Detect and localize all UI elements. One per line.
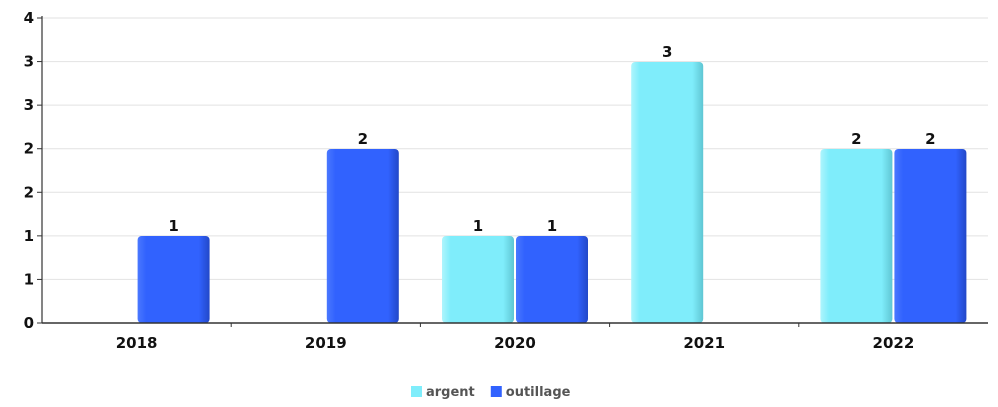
legend-swatch [490,386,502,397]
bar-argent-2020 [442,236,514,323]
x-tick-label: 2020 [494,334,536,352]
data-label: 1 [168,217,178,235]
bar-outillage-2018 [137,236,210,323]
y-tick-label: 3 [24,96,34,114]
data-label: 1 [473,217,483,235]
y-tick-label: 3 [24,53,34,71]
bar-outillage-2019 [326,149,399,323]
bar-outillage-2022 [894,149,967,323]
y-tick-label: 2 [24,183,34,201]
data-label: 1 [547,217,557,235]
x-tick-label: 2018 [116,334,158,352]
gridlines [42,17,988,280]
labels: 0 1 1 2 2 3 3 4 2018 1 2019 2 2020 1 1 2021 3 2022 2 2 [24,9,936,352]
y-tick-label: 1 [24,270,34,288]
bar-argent-2022 [820,149,893,323]
y-tick-label: 4 [24,9,34,27]
legend-swatch [411,386,422,397]
data-label: 3 [662,43,672,61]
legend-label[interactable]: outillage [506,385,571,400]
y-tick-label: 1 [24,227,34,245]
x-tick-label: 2019 [305,334,347,352]
legend: argent outillage [411,385,571,400]
bar-argent-2021 [631,62,704,323]
y-tick-label: 0 [24,314,34,332]
data-label: 2 [925,130,935,148]
x-tick-label: 2022 [873,334,915,352]
y-tick-label: 2 [24,140,34,158]
data-label: 2 [851,130,861,148]
axes [37,16,988,327]
legend-label[interactable]: argent [426,385,475,400]
x-tick-label: 2021 [683,334,725,352]
bars [137,62,967,323]
data-label: 2 [358,130,368,148]
bar-outillage-2020 [516,236,588,323]
